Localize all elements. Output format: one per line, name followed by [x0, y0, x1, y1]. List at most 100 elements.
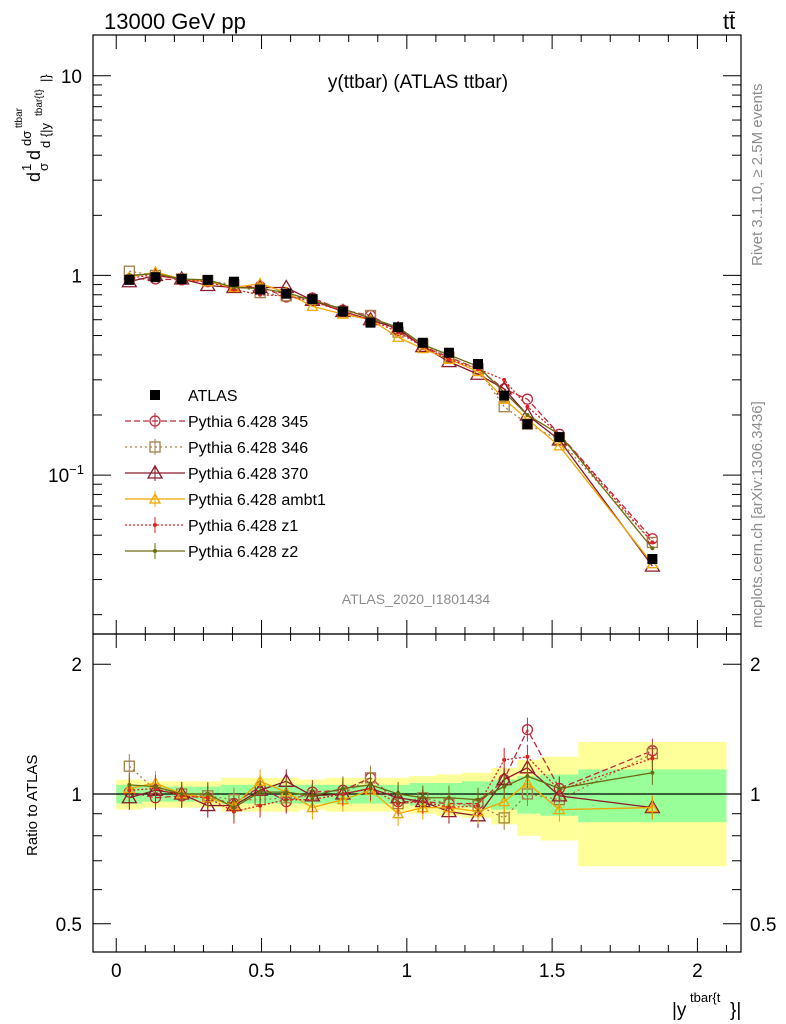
legend-marker-pythia-6-428-ambt1 — [148, 492, 162, 504]
ratio-plot: 0 0.5 1 1.5 2 0.5 0.5 1 1 2 2 — [56, 633, 776, 982]
legend: ATLAS Pythia 6.428 345 Pythia 6.428 346 Pyt… — [125, 388, 326, 561]
ratio-point-pythia-6-428-z1 — [258, 803, 263, 808]
data-point-pythia-6-428-ambt1 — [392, 330, 405, 342]
legend-marker-pythia-6-428-345 — [149, 415, 161, 427]
ratio-point-pythia-6-428-z1 — [502, 757, 507, 762]
svg-text:|y: |y — [672, 1000, 687, 1021]
header-right-label: tt̄ — [723, 9, 735, 34]
data-point-pythia-6-428-ambt1 — [471, 365, 485, 377]
ratio-point-pythia-6-428-z2 — [396, 791, 401, 796]
data-point-atlas — [365, 317, 376, 328]
legend-label-pythia-6-428-z1: Pythia 6.428 z1 — [188, 518, 298, 535]
y-tick-label: 1 — [71, 266, 82, 287]
data-point-pythia-6-428-z2 — [650, 546, 655, 551]
ratio-line-pythia-6-428-ambt1 — [129, 780, 653, 815]
ratio-point-pythia-6-428-ambt1 — [553, 803, 566, 815]
data-point-atlas — [124, 274, 135, 285]
svg-text:ttbar: ttbar — [14, 107, 25, 128]
svg-text:d {|y: d {|y — [38, 122, 53, 148]
ratio-point-pythia-6-428-z2 — [231, 805, 236, 810]
ratio-plot-frame — [92, 633, 742, 953]
ratio-point-pythia-6-428-345 — [521, 723, 534, 736]
ratio-line-pythia-6-428-z1 — [129, 756, 653, 813]
legend-label-pythia-6-428-346: Pythia 6.428 346 — [188, 440, 308, 457]
data-point-pythia-6-428-z1 — [502, 377, 507, 382]
svg-text:d: d — [24, 172, 44, 182]
data-point-atlas — [443, 347, 454, 358]
y-tick-label: 10−1 — [48, 462, 84, 487]
legend-marker-pythia-6-428-z1 — [153, 523, 157, 527]
data-point-atlas — [281, 288, 292, 299]
ratio-point-pythia-6-428-z2 — [557, 786, 562, 791]
ratio-point-pythia-6-428-z2 — [525, 774, 530, 779]
header-left-label: 13000 GeV pp — [104, 9, 246, 34]
legend-marker-pythia-6-428-z2 — [153, 549, 157, 553]
ratio-point-pythia-6-428-z2 — [502, 784, 507, 789]
ratio-point-pythia-6-428-z2 — [310, 793, 315, 798]
svg-text:1: 1 — [19, 164, 34, 171]
mcplots-label: mcplots.cern.ch [arXiv:1306.3436] — [749, 401, 766, 628]
x-tick-label: 2 — [692, 961, 703, 982]
ratio-y-axis-label: Ratio to ATLAS — [24, 755, 41, 856]
legend-marker-pythia-6-428-346 — [149, 441, 161, 453]
main-plot: 10−1 1 10 — [48, 34, 742, 635]
legend-marker-atlas — [150, 390, 160, 400]
x-tick-label: 0 — [111, 961, 122, 982]
ratio-point-pythia-6-428-370 — [199, 797, 216, 812]
ratio-point-pythia-6-428-z2 — [179, 791, 184, 796]
main-plot-title: y(ttbar) (ATLAS ttbar) — [328, 72, 508, 93]
ratio-point-pythia-6-428-ambt1 — [646, 801, 659, 813]
ratio-y-tick-label: 1 — [71, 785, 82, 806]
ratio-point-pythia-6-428-z1 — [525, 754, 530, 759]
svg-text:tbar{t}: tbar{t} — [34, 89, 45, 116]
data-point-atlas — [417, 337, 428, 348]
legend-marker-pythia-6-428-370 — [146, 464, 164, 479]
ratio-point-pythia-6-428-z2 — [205, 791, 210, 796]
ratio-point-pythia-6-428-346 — [123, 760, 135, 772]
svg-text:}|: }| — [730, 1000, 741, 1021]
svg-text:d: d — [24, 150, 44, 160]
svg-text:σ: σ — [36, 163, 51, 171]
ratio-y-tick-label: 2 — [71, 655, 82, 676]
ratio-point-pythia-6-428-z2 — [258, 790, 263, 795]
x-tick-label: 1 — [402, 961, 413, 982]
ratio-point-pythia-6-428-z2 — [340, 786, 345, 791]
ratio-line-pythia-6-428-z2 — [129, 772, 653, 809]
data-point-pythia-6-428-ambt1 — [306, 300, 319, 312]
y-tick-label: 10 — [61, 67, 82, 88]
rivet-version-label: Rivet 3.1.10, ≥ 2.5M events — [749, 84, 766, 267]
data-point-pythia-6-428-z2 — [525, 412, 530, 417]
legend-label-pythia-6-428-345: Pythia 6.428 345 — [188, 414, 308, 431]
x-axis-label: |y tbar{t }| — [672, 990, 741, 1021]
data-point-pythia-6-428-345 — [521, 393, 534, 405]
data-point-atlas — [554, 432, 565, 443]
legend-label-pythia-6-428-z2: Pythia 6.428 z2 — [188, 544, 298, 561]
ratio-y-tick-label: 1 — [750, 785, 761, 806]
data-point-pythia-6-428-z1 — [446, 357, 451, 362]
ratio-point-pythia-6-428-z2 — [446, 795, 451, 800]
data-point-atlas — [499, 390, 510, 401]
data-point-pythia-6-428-z1 — [525, 404, 530, 409]
data-point-atlas — [176, 273, 187, 284]
ratio-point-pythia-6-428-z2 — [420, 795, 425, 800]
series-line-pythia-6-428-z1 — [129, 273, 653, 543]
svg-text:tbar{t: tbar{t — [690, 990, 721, 1005]
ratio-point-pythia-6-428-370 — [121, 789, 138, 804]
ratio-y-tick-label: 2 — [750, 655, 761, 676]
ratio-point-pythia-6-428-z2 — [476, 797, 481, 802]
data-point-atlas — [647, 553, 658, 564]
legend-label-atlas: ATLAS — [188, 388, 238, 405]
ratio-point-pythia-6-428-z1 — [650, 756, 655, 761]
data-point-atlas — [337, 306, 348, 317]
data-point-pythia-6-428-346 — [498, 401, 510, 413]
ratio-point-pythia-6-428-z2 — [127, 782, 132, 787]
svg-text:|}: |} — [38, 74, 53, 82]
ratio-y-tick-label: 0.5 — [750, 915, 776, 936]
x-tick-label: 1.5 — [539, 961, 565, 982]
data-point-atlas — [228, 276, 239, 287]
data-point-atlas — [307, 294, 318, 305]
legend-label-pythia-6-428-ambt1: Pythia 6.428 ambt1 — [188, 492, 326, 509]
data-point-atlas — [255, 284, 266, 295]
data-point-atlas — [393, 322, 404, 333]
